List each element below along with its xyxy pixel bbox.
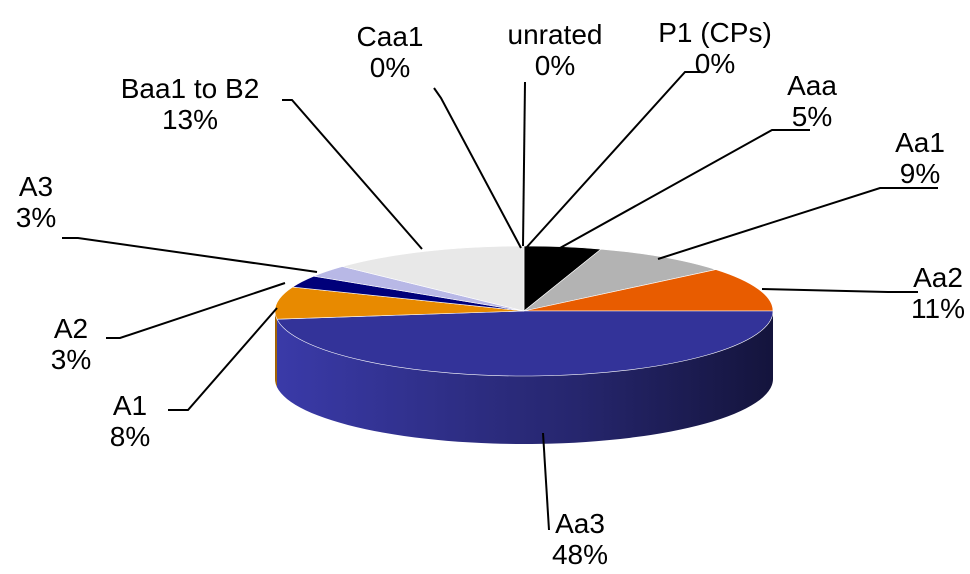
pie-top-faces [274, 245, 774, 377]
leader-line-aa2 [761, 288, 918, 293]
leader-line-a3 [62, 237, 318, 273]
leader-line-a2 [106, 282, 286, 339]
slice-percent-unrated: 0% [535, 50, 575, 81]
slice-label-unrated: unrated [508, 19, 603, 50]
slice-percent-a2: 3% [51, 344, 91, 375]
slice-percent-p1-cps: 0% [695, 48, 735, 79]
leader-line-p1-cps [525, 71, 700, 249]
slice-percent-a1: 8% [110, 421, 150, 452]
slice-label-aa3: Aa3 [555, 508, 605, 539]
pie-slice-baa1-to-b2 [341, 245, 525, 312]
slice-percent-a3: 3% [16, 202, 56, 233]
slice-label-aa1: Aa1 [895, 127, 945, 158]
slice-label-a1: A1 [113, 390, 147, 421]
leader-line-unrated [522, 81, 526, 247]
slice-percent-aaa: 5% [792, 101, 832, 132]
pie-side-walls [275, 311, 773, 444]
pie-slice-a1 [274, 286, 525, 320]
pie-side-aa3 [276, 311, 773, 444]
leader-line-aa1 [657, 187, 938, 260]
leader-line-aaa [559, 129, 810, 249]
slice-label-aaa: Aaa [787, 70, 837, 101]
slice-percent-aa1: 9% [900, 158, 940, 189]
slice-percent-aa2: 11% [911, 293, 965, 324]
slice-percent-caa1: 0% [370, 52, 410, 83]
slice-label-baa1-to-b2: Baa1 to B2 [121, 73, 260, 104]
slice-percent-baa1-to-b2: 13% [162, 104, 218, 135]
slice-label-p1-cps: P1 (CPs) [658, 17, 772, 48]
slice-label-a3: A3 [19, 171, 53, 202]
slice-label-caa1: Caa1 [357, 21, 424, 52]
leader-line-caa1 [433, 87, 522, 249]
leader-lines [62, 71, 938, 531]
leader-line-aa3 [542, 432, 550, 531]
slice-label-aa2: Aa2 [913, 262, 963, 293]
leader-line-a1 [168, 307, 278, 411]
slice-percent-aa3: 48% [552, 539, 608, 570]
pie-slice-aa3 [276, 310, 774, 377]
leader-line-baa1-to-b2 [282, 99, 423, 250]
pie-side-a1 [275, 311, 277, 388]
slice-label-a2: A2 [54, 313, 88, 344]
pie-slice-aa2 [523, 269, 774, 312]
